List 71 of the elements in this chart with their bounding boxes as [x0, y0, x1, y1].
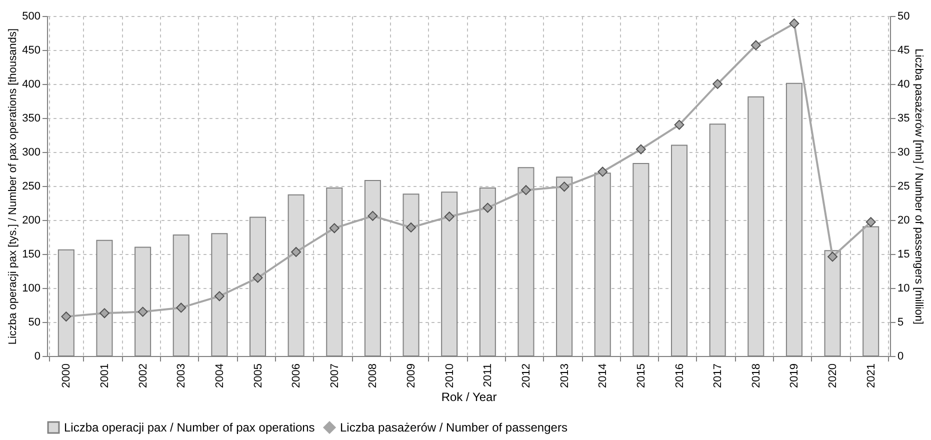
point: [291, 246, 302, 257]
point: [329, 223, 340, 234]
y2-tick-label: 35: [898, 112, 910, 124]
point: [444, 212, 454, 222]
point: [598, 166, 608, 177]
x-tick-label: 2019: [788, 364, 801, 388]
point: [866, 217, 876, 228]
point: [176, 302, 186, 313]
x-tick-label: 2006: [290, 364, 303, 388]
point: [674, 120, 684, 130]
x-tick-label: 2011: [482, 364, 494, 388]
x-tick-label: 2020: [827, 364, 840, 388]
x-tick-label: 2008: [367, 364, 380, 388]
legend-label: Liczba operacji pax / Number of pax operations: [64, 420, 315, 434]
y-tick-label: 150: [22, 248, 40, 260]
y-axis-title: Liczba operacji pax [tys.] / Number of pax operations [thousands]: [7, 28, 20, 345]
y2-tick-label: 0: [898, 350, 904, 362]
x-tick-label: 2005: [252, 364, 264, 388]
x-tick-label: 2003: [176, 364, 188, 388]
x-tick-label: 2015: [635, 364, 648, 388]
point: [559, 182, 570, 192]
x-tick-label: 2002: [137, 364, 150, 388]
point: [521, 185, 531, 196]
y-tick-label: 250: [22, 180, 40, 192]
point: [789, 18, 800, 28]
y2-tick-label: 25: [898, 180, 910, 192]
x-tick-label: 2016: [674, 364, 686, 388]
y2-tick-label: 45: [898, 44, 910, 56]
point: [252, 272, 263, 283]
x-tick-label: 2007: [328, 364, 341, 388]
point: [138, 306, 148, 317]
y2-axis-title: Liczba pasażerów [mln] / Number of passengers [million]: [912, 48, 925, 324]
y2-tick-label: 10: [898, 282, 910, 294]
point: [214, 291, 224, 302]
y-tick-label: 450: [22, 44, 40, 56]
x-tick-label: 2012: [520, 364, 532, 388]
point: [368, 210, 378, 221]
y-tick-label: 350: [22, 112, 40, 124]
y-tick-label: 0: [34, 350, 40, 362]
y-tick-label: 100: [22, 282, 40, 294]
x-tick-label: 2001: [98, 364, 111, 388]
x-tick-label: 2000: [60, 364, 73, 388]
y2-tick-label: 15: [898, 248, 910, 260]
x-tick-label: 2017: [712, 364, 724, 388]
point: [100, 308, 110, 318]
y-tick-label: 500: [22, 10, 40, 22]
y2-tick-label: 40: [898, 78, 910, 90]
point: [750, 40, 761, 50]
y2-tick-label: 50: [898, 10, 910, 22]
y-tick-label: 200: [22, 214, 40, 226]
x-axis-title: Rok / Year: [441, 390, 497, 404]
point: [61, 312, 72, 322]
point: [828, 252, 838, 262]
y2-tick-label: 5: [898, 316, 904, 328]
legend-label: Liczba pasażerów / Number of passengers: [340, 420, 568, 434]
x-tick-label: 2021: [865, 364, 878, 388]
y2-tick-label: 20: [898, 214, 910, 226]
x-tick-label: 2009: [406, 364, 418, 388]
y-tick-label: 400: [22, 78, 40, 90]
x-tick-label: 2014: [597, 364, 610, 388]
x-tick-label: 2018: [750, 364, 762, 388]
y2-tick-label: 30: [898, 146, 910, 158]
y-tick-label: 50: [28, 316, 40, 328]
point: [482, 202, 493, 213]
point: [712, 79, 723, 89]
x-tick-label: 2010: [444, 364, 456, 388]
point: [406, 222, 416, 232]
y-tick-label: 300: [22, 146, 40, 158]
x-tick-label: 2013: [558, 364, 571, 388]
x-tick-label: 2004: [214, 364, 226, 388]
point: [636, 144, 646, 154]
